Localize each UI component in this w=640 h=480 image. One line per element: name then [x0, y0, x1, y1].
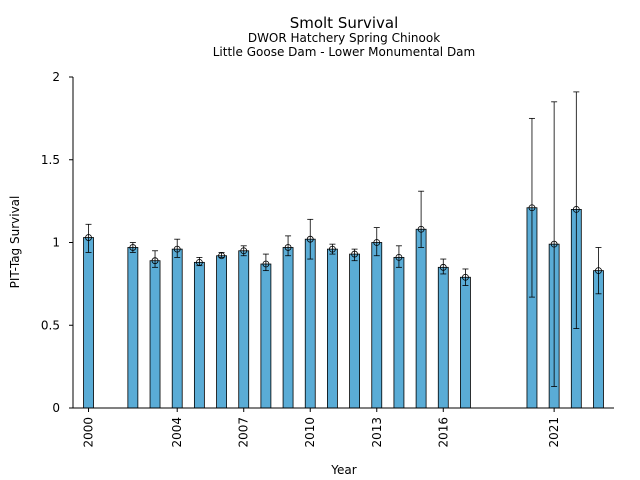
- point-marker-2017: [462, 273, 469, 281]
- error-bars-group: [85, 91, 602, 387]
- point-marker-2012: [351, 250, 358, 258]
- error-bar-2022: [573, 91, 580, 329]
- y-axis-label: PIT-Tag Survival: [8, 196, 22, 289]
- y-tick-label: 1: [52, 236, 60, 250]
- point-marker-2008: [262, 260, 270, 268]
- error-bar-2016: [440, 258, 447, 275]
- error-bar-2013: [373, 227, 380, 257]
- x-tick-label: 2016: [436, 417, 450, 448]
- y-tick-label: 1.5: [41, 153, 60, 167]
- bar-2004: [171, 248, 183, 409]
- error-bar-2009: [285, 235, 292, 257]
- bar-2007: [238, 250, 250, 409]
- bar-2003: [149, 260, 161, 409]
- y-tick-label: 0.5: [41, 318, 60, 332]
- x-tick-label: 2013: [370, 417, 384, 448]
- bar-2008: [260, 263, 272, 409]
- x-ticks-group: 2000 2004 2007 2010 2013 2016 2021: [82, 408, 561, 448]
- point-marker-2021: [550, 240, 558, 248]
- error-bar-2014: [395, 245, 402, 268]
- bar-2002: [127, 247, 139, 409]
- point-marker-2007: [240, 247, 248, 255]
- error-bar-2010: [307, 218, 314, 260]
- point-marker-2020: [528, 204, 536, 212]
- error-bar-2000: [85, 223, 92, 253]
- point-marker-2009: [284, 244, 292, 251]
- y-ticks-group: 0 0.5 1 1.5 2: [41, 70, 73, 415]
- x-tick-label: 2021: [547, 417, 561, 448]
- point-marker-2004: [173, 245, 181, 253]
- point-marker-2023: [595, 267, 602, 275]
- bar-2011: [327, 248, 338, 409]
- point-marker-2014: [395, 253, 403, 261]
- bar-2016: [437, 266, 449, 409]
- point-marker-2011: [329, 245, 336, 253]
- bar-2009: [282, 247, 294, 409]
- bar-2014: [393, 256, 405, 409]
- point-marker-2003: [151, 257, 159, 265]
- bar-2005: [193, 261, 205, 409]
- bar-2017: [460, 276, 471, 409]
- x-tick-label: 2004: [170, 417, 184, 448]
- error-bar-2004: [174, 238, 181, 258]
- error-bar-2015: [418, 190, 425, 248]
- bars-group: [83, 207, 604, 409]
- error-bar-2023: [595, 247, 602, 295]
- error-bar-2021: [551, 101, 558, 387]
- point-marker-2022: [572, 205, 580, 213]
- bar-2015: [415, 228, 427, 409]
- point-marker-2006: [218, 252, 225, 260]
- x-tick-label: 2000: [82, 417, 96, 448]
- error-bar-2008: [262, 253, 269, 272]
- x-tick-label: 2007: [237, 417, 251, 448]
- point-marker-2013: [373, 239, 381, 246]
- point-marker-2005: [195, 258, 203, 266]
- bar-2010: [304, 238, 316, 409]
- y-tick-label: 2: [52, 70, 60, 84]
- point-marker-2002: [129, 244, 137, 251]
- point-marker-2010: [306, 235, 314, 243]
- error-bar-2017: [462, 268, 469, 286]
- bar-2013: [371, 242, 383, 409]
- chart-subtitle-1: DWOR Hatchery Spring Chinook: [248, 31, 440, 45]
- bar-2012: [349, 253, 360, 409]
- chart-title: Smolt Survival: [290, 14, 399, 32]
- point-marker-2000: [85, 234, 92, 241]
- x-tick-label: 2010: [303, 417, 317, 448]
- bar-2000: [83, 237, 94, 409]
- chart-subtitle-2: Little Goose Dam - Lower Monumental Dam: [213, 45, 475, 59]
- y-tick-label: 0: [52, 401, 60, 415]
- bar-2006: [216, 255, 227, 409]
- x-axis-label: Year: [330, 463, 356, 477]
- markers-group: [85, 204, 602, 281]
- error-bar-2003: [152, 250, 159, 268]
- point-marker-2016: [439, 263, 447, 271]
- error-bar-2020: [528, 117, 535, 298]
- point-marker-2015: [417, 225, 425, 233]
